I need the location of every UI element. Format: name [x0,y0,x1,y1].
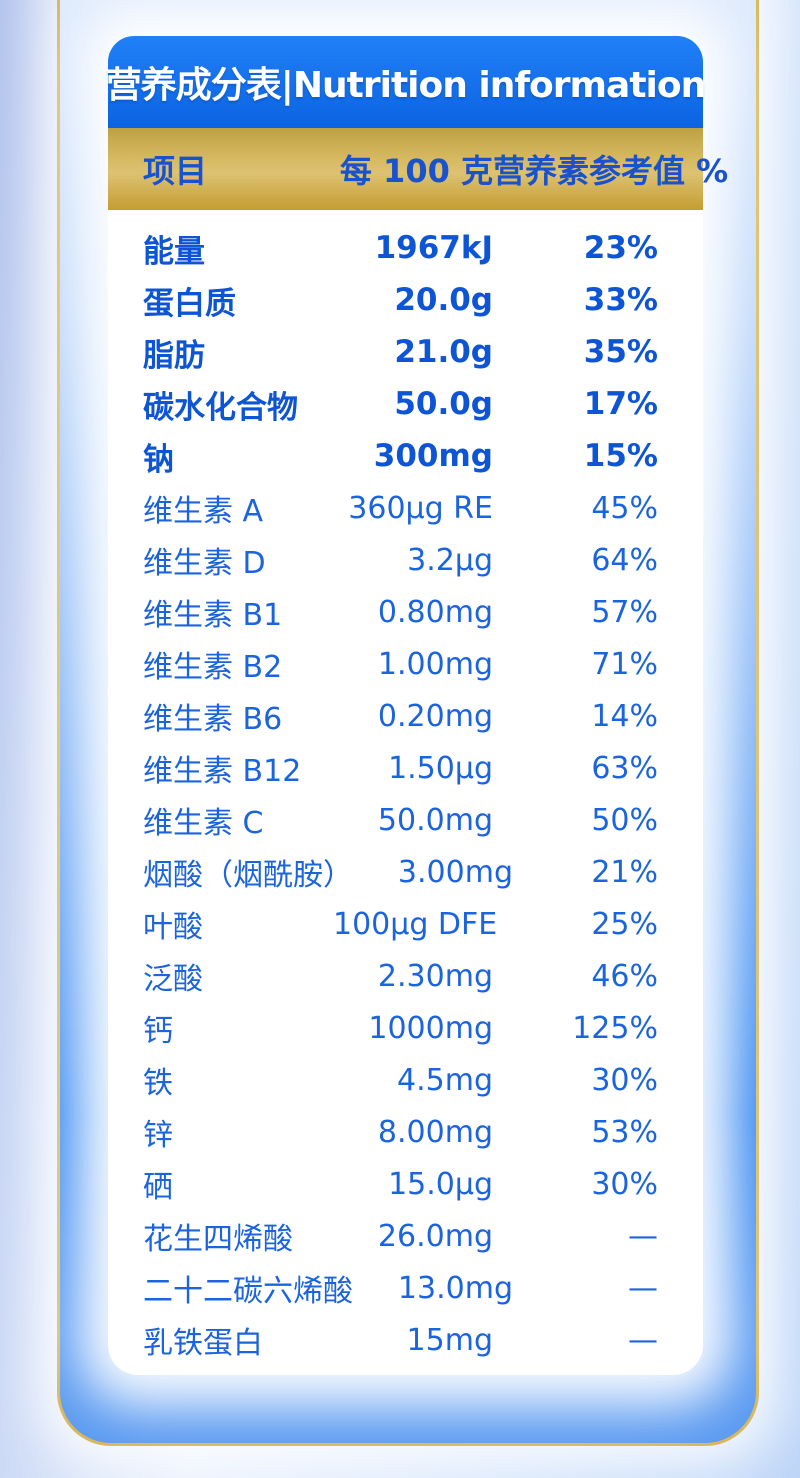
row-label: 二十二碳六烯酸 [143,1274,353,1309]
table-row: 维生素 C 50.0mg 50% [143,794,658,846]
table-row: 维生素 D 3.2μg 64% [143,534,658,586]
row-label: 钠 [143,441,174,478]
column-header-item: 项目 [143,152,208,190]
table-row: 钙 1000mg 125% [143,1002,658,1054]
table-row: 烟酸（烟酰胺） 3.00mg 21% [143,846,658,898]
row-amount: 100μg DFE [333,906,498,942]
row-nrv: 23% [583,230,658,266]
row-label: 维生素 B6 [143,702,283,737]
row-amount: 1.50μg [388,750,493,786]
row-label: 花生四烯酸 [143,1222,293,1257]
table-row: 维生素 B12 1.50μg 63% [143,742,658,794]
table-row: 维生素 A 360μg RE 45% [143,482,658,534]
row-nrv: 35% [583,334,658,370]
table-row: 维生素 B2 1.00mg 71% [143,638,658,690]
nutrition-header: 营养成分表|Nutrition information [105,36,706,128]
nutrition-card: 营养成分表|Nutrition information 项目 每 100 克 营… [57,0,759,1446]
row-nrv: — [628,1322,658,1358]
row-amount: 50.0g [394,386,493,422]
table-row: 铁 4.5mg 30% [143,1054,658,1106]
table-row: 维生素 B1 0.80mg 57% [143,586,658,638]
row-label: 脂肪 [143,337,205,374]
row-label: 维生素 B2 [143,650,283,685]
row-label: 铁 [143,1066,173,1101]
row-amount: 1.00mg [377,646,493,682]
row-amount: 21.0g [394,334,493,370]
row-nrv: 50% [591,802,658,838]
row-label: 锌 [143,1118,173,1153]
row-amount: 3.2μg [407,542,493,578]
row-label: 维生素 D [143,546,266,581]
row-amount: 15.0μg [388,1166,493,1202]
row-amount: 15mg [406,1322,493,1358]
row-amount: 50.0mg [377,802,493,838]
table-row: 蛋白质 20.0g 33% [143,274,658,326]
row-amount: 0.80mg [377,594,493,630]
row-nrv: 71% [591,646,658,682]
row-nrv: 57% [591,594,658,630]
row-amount: 13.0mg [397,1270,513,1306]
row-label: 能量 [143,233,205,270]
row-nrv: 45% [591,490,658,526]
table-row: 花生四烯酸 26.0mg — [143,1210,658,1262]
row-nrv: 21% [591,854,658,890]
row-label: 钙 [143,1014,173,1049]
row-nrv: 30% [591,1166,658,1202]
row-amount: 26.0mg [377,1218,493,1254]
row-label: 叶酸 [143,910,203,945]
row-nrv: 46% [591,958,658,994]
row-label: 碳水化合物 [143,389,298,426]
row-amount: 2.30mg [377,958,493,994]
nutrition-title: 营养成分表|Nutrition information [105,65,706,106]
nutrition-panel: 营养成分表|Nutrition information 项目 每 100 克 营… [105,36,728,1375]
row-nrv: 15% [583,438,658,474]
row-amount: 20.0g [394,282,493,318]
table-row: 泛酸 2.30mg 46% [143,950,658,1002]
table-row: 叶酸 100μg DFE 25% [143,898,658,950]
row-nrv: 63% [591,750,658,786]
row-nrv: 64% [591,542,658,578]
table-row: 硒 15.0μg 30% [143,1158,658,1210]
row-label: 泛酸 [143,962,203,997]
row-nrv: 33% [583,282,658,318]
table-row: 锌 8.00mg 53% [143,1106,658,1158]
row-amount: 8.00mg [377,1114,493,1150]
row-label: 蛋白质 [143,285,236,322]
table-row: 维生素 B6 0.20mg 14% [143,690,658,742]
table-row: 碳水化合物 50.0g 17% [143,378,658,430]
row-amount: 1000mg [368,1010,493,1046]
row-nrv: 125% [572,1010,658,1046]
row-amount: 1967kJ [374,230,493,266]
column-header-band: 项目 每 100 克 营养素参考值 % [108,128,728,210]
row-nrv: 53% [591,1114,658,1150]
table-row: 钠 300mg 15% [143,430,658,482]
column-header-nrv-percent: 营养素参考值 % [493,152,729,190]
row-nrv: 17% [583,386,658,422]
row-label: 乳铁蛋白 [143,1326,263,1361]
table-row: 能量 1967kJ 23% [143,222,658,274]
nutrition-rows: 能量 1967kJ 23% 蛋白质 20.0g 33% 脂肪 21.0g 35%… [108,210,703,1366]
column-header-per-100g: 每 100 克 [339,152,493,190]
row-nrv: — [628,1270,658,1306]
table-row: 乳铁蛋白 15mg — [143,1314,658,1366]
row-label: 维生素 B12 [143,754,302,789]
row-amount: 4.5mg [397,1062,493,1098]
row-nrv: 30% [591,1062,658,1098]
row-nrv: — [628,1218,658,1254]
row-amount: 300mg [373,438,493,474]
row-label: 维生素 C [143,806,264,841]
row-label: 硒 [143,1170,173,1205]
table-row: 二十二碳六烯酸 13.0mg — [143,1262,658,1314]
row-amount: 3.00mg [397,854,513,890]
row-label: 维生素 B1 [143,598,283,633]
row-label: 烟酸（烟酰胺） [143,858,353,893]
table-row: 脂肪 21.0g 35% [143,326,658,378]
row-nrv: 25% [591,906,658,942]
row-nrv: 14% [591,698,658,734]
row-amount: 360μg RE [348,490,493,526]
row-label: 维生素 A [143,494,264,529]
row-amount: 0.20mg [377,698,493,734]
